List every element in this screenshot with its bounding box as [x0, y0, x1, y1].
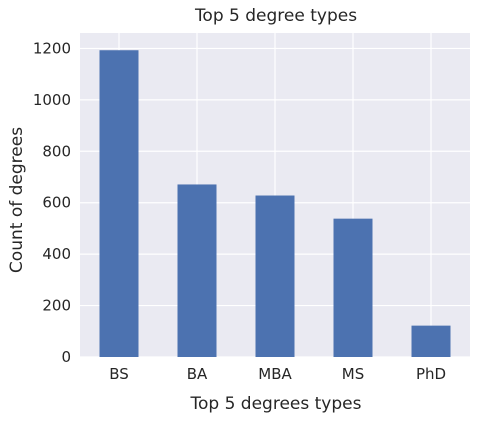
bar-ms: [333, 218, 373, 357]
y-tick-label: 800: [42, 142, 71, 160]
y-tick-label: 400: [42, 245, 71, 263]
y-axis-title: Count of degrees: [7, 127, 27, 273]
y-axis-ticks: 0 200 400 600 800 1000 1200: [33, 39, 71, 366]
x-tick-label: PhD: [416, 365, 446, 383]
x-tick-label: BS: [109, 365, 129, 383]
bar-mba: [255, 195, 295, 357]
y-tick-label: 600: [42, 194, 71, 212]
y-tick-label: 200: [42, 297, 71, 315]
bar-ba: [177, 184, 217, 357]
bar-phd: [411, 325, 451, 357]
y-tick-label: 1200: [33, 39, 71, 57]
bars: [99, 50, 451, 357]
bar-bs: [99, 50, 139, 357]
x-tick-label: MBA: [258, 365, 292, 383]
x-axis-title: Top 5 degrees types: [190, 394, 362, 414]
x-axis-ticks: BS BA MBA MS PhD: [109, 365, 446, 383]
y-tick-label: 1000: [33, 91, 71, 109]
x-tick-label: MS: [342, 365, 364, 383]
x-tick-label: BA: [187, 365, 208, 383]
chart-title: Top 5 degree types: [194, 6, 357, 26]
y-tick-label: 0: [61, 348, 71, 366]
